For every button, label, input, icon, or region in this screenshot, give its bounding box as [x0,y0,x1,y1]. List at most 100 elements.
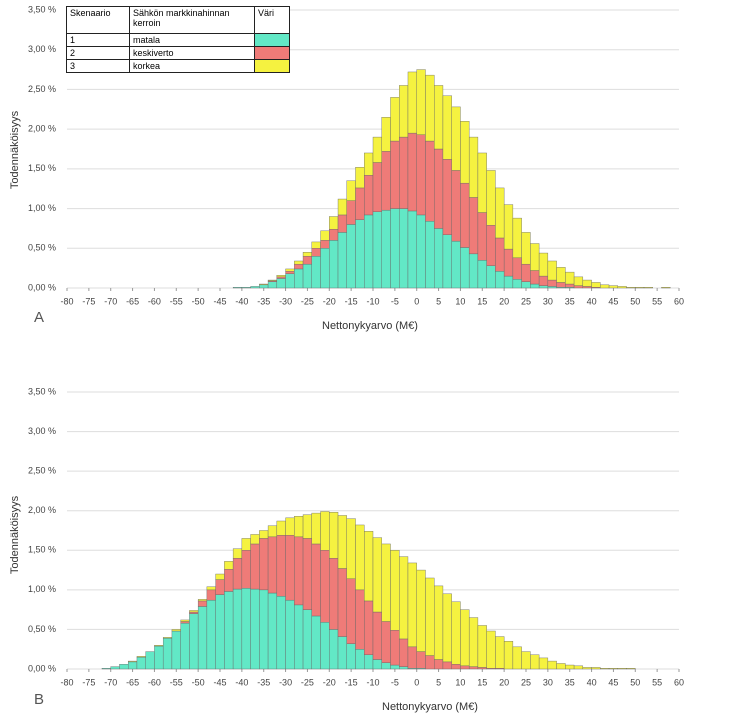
bar [407,562,417,648]
y-tick-label: 1,00 % [28,584,56,594]
bar [495,271,505,289]
legend: Skenaario Sähkön markkinahinnan kerroin … [66,6,290,73]
legend-label: matala [129,33,255,47]
y-tick-label: 0,00 % [28,663,56,673]
bar [250,534,260,545]
y-tick-label: 0,50 % [28,243,56,253]
bar [189,613,199,670]
bar [346,224,356,289]
bar [512,217,522,259]
bar [101,668,111,670]
x-tick-label: -5 [391,296,399,306]
bar [556,267,566,283]
bar [635,287,645,289]
bar [425,74,435,142]
bar [197,600,208,607]
x-tick-label: -10 [366,296,379,306]
bar [206,589,216,601]
bar [259,589,269,670]
x-tick-label: 50 [630,296,640,306]
x-tick-label: 50 [630,677,640,687]
bar [591,282,601,288]
x-tick-label: -10 [366,677,379,687]
bar [399,208,409,289]
bar [521,281,531,289]
bar [416,214,426,289]
bar [276,276,286,279]
bar [119,664,129,670]
bar [276,520,286,536]
bar [451,106,461,171]
x-tick-label: -35 [257,296,270,306]
bar [285,535,295,601]
x-tick-label: 45 [608,677,618,687]
bar [468,666,479,670]
bar [425,140,435,222]
x-tick-label: -35 [257,677,270,687]
bar [259,283,269,286]
bar [460,665,470,670]
bar [372,136,382,163]
bar [250,286,260,289]
legend-label: korkea [129,59,255,73]
bar [416,651,426,669]
bar [416,569,426,652]
bar [381,151,391,211]
x-tick-label: 55 [652,296,662,306]
bar [442,661,452,670]
x-tick-label: 25 [521,677,531,687]
bar [329,629,339,670]
bar [232,558,243,590]
bar [582,667,592,670]
x-tick-label: -50 [192,296,205,306]
x-tick-label: 15 [477,677,487,687]
bar [294,268,304,289]
bar [232,548,243,559]
legend-swatch [254,59,290,73]
x-tick-label: 10 [455,296,465,306]
bar [294,516,304,538]
bar [346,200,356,225]
x-tick-label: -15 [345,677,358,687]
bar [530,243,540,271]
bar [259,284,269,289]
y-tick-label: 2,50 % [28,466,56,476]
bar [364,654,374,670]
bar [521,263,531,282]
x-tick-label: 55 [652,677,662,687]
bar [355,187,365,220]
bar [197,606,208,670]
y-tick-label: 0,00 % [28,282,56,292]
bar [241,550,251,589]
bar [530,283,540,289]
x-tick-label: 30 [543,677,553,687]
bar [381,662,391,670]
bar [294,263,304,270]
bar [617,286,627,289]
x-tick-label: -55 [170,296,183,306]
x-tick-label: 0 [414,296,419,306]
x-tick-label: -65 [126,296,139,306]
bar [285,271,295,274]
bar [434,85,444,150]
legend-scenario: 1 [66,33,130,47]
bar [206,586,216,591]
x-tick-label: -25 [301,296,314,306]
bar [399,638,409,667]
bar [600,284,610,289]
bar [320,240,330,249]
bar [329,558,339,630]
bar [302,256,312,265]
legend-header: Väri [254,6,290,34]
bar [302,252,312,257]
bar [259,530,269,539]
bar [407,71,417,134]
x-tick-label: 40 [587,296,597,306]
bar [232,588,243,670]
bar [512,279,522,289]
legend-scenario: 2 [66,46,130,60]
bar [608,668,618,670]
bar [189,610,199,613]
x-tick-label: 25 [521,296,531,306]
x-tick-label: -20 [323,677,336,687]
